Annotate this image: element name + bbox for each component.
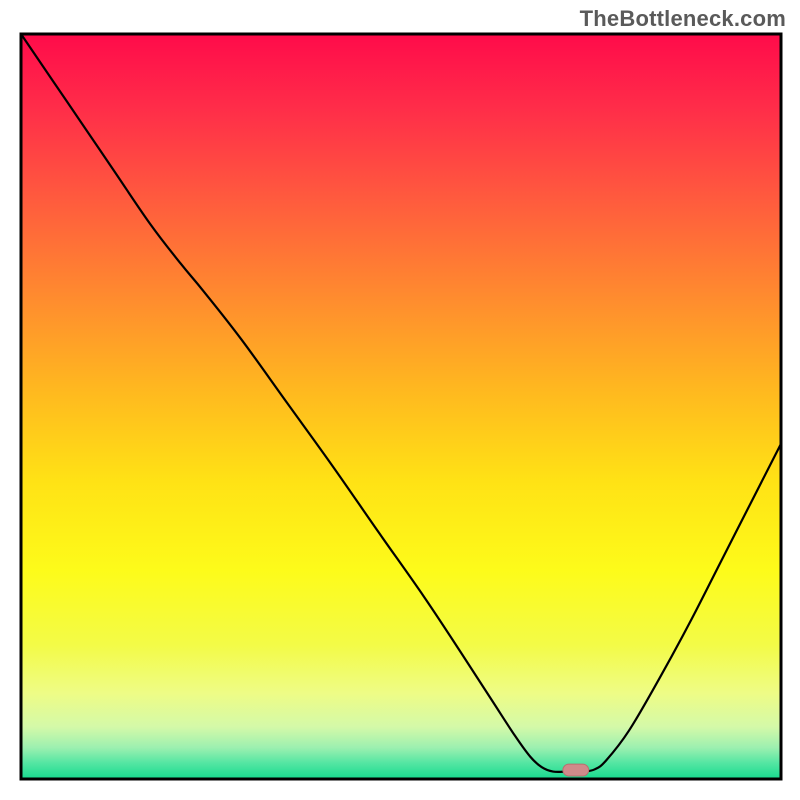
bottleneck-chart [0,0,800,800]
watermark-text: TheBottleneck.com [580,6,786,32]
optimal-point-marker [563,764,589,776]
plot-gradient-background [21,34,781,779]
chart-container: TheBottleneck.com [0,0,800,800]
